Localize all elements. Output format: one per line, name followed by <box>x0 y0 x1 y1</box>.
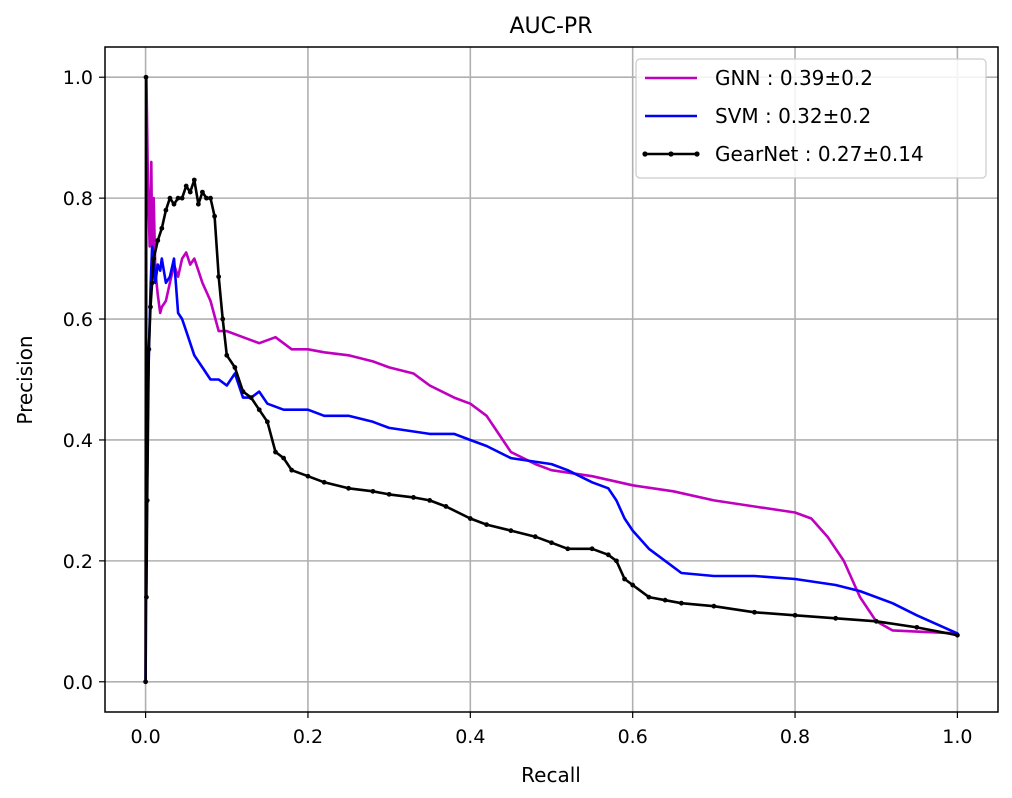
series-line-gnn <box>144 75 959 684</box>
data-point <box>873 618 879 624</box>
y-axis-label: Precision <box>13 335 37 424</box>
data-point <box>256 407 262 413</box>
x-tick-label: 0.6 <box>618 726 648 748</box>
data-point <box>204 195 209 201</box>
data-point <box>159 225 165 231</box>
data-point <box>143 679 148 685</box>
data-point <box>646 594 652 600</box>
data-point <box>175 195 181 201</box>
y-tick-label: 0.2 <box>63 551 93 573</box>
legend: GNN : 0.39±0.2 SVM : 0.32±0.2 GearNet : 0.… <box>635 58 987 179</box>
data-point <box>200 189 205 195</box>
data-point <box>321 479 327 485</box>
data-point <box>427 498 433 503</box>
data-point <box>565 546 571 552</box>
plot-frame <box>104 46 999 713</box>
data-point <box>248 395 254 401</box>
data-point <box>167 195 173 201</box>
data-point <box>264 419 270 425</box>
data-point <box>711 603 717 609</box>
x-tick-label: 0.8 <box>780 726 810 748</box>
data-point <box>187 189 193 195</box>
data-point <box>151 256 157 261</box>
legend-marker <box>668 151 674 157</box>
data-point <box>144 594 149 600</box>
data-point <box>622 576 627 582</box>
data-point <box>163 207 169 213</box>
data-point <box>191 177 197 183</box>
data-point <box>614 558 619 564</box>
x-tick-label: 0.0 <box>130 726 160 748</box>
series-lines <box>143 74 960 685</box>
data-point <box>386 491 392 497</box>
data-point <box>589 546 595 552</box>
data-point <box>148 304 153 310</box>
data-point <box>833 615 839 621</box>
data-point <box>220 316 226 322</box>
data-point <box>443 504 449 509</box>
data-point <box>216 274 222 280</box>
x-tick-label: 0.2 <box>293 726 323 748</box>
data-point <box>195 201 201 207</box>
legend-label-gnn: GNN : 0.39±0.2 <box>715 66 873 90</box>
data-point <box>605 552 611 558</box>
data-point <box>224 352 230 358</box>
legend-label-svm: SVM : 0.32±0.2 <box>715 104 871 128</box>
chart-title: AUC-PR <box>509 14 592 39</box>
data-point <box>346 485 351 491</box>
data-point <box>305 473 311 479</box>
data-point <box>149 280 155 286</box>
data-point <box>678 600 684 606</box>
series-markers-gearnet <box>143 74 960 685</box>
data-point <box>662 597 668 603</box>
data-point <box>914 624 920 630</box>
data-point <box>281 455 286 461</box>
x-axis-label: Recall <box>521 763 581 787</box>
data-point <box>484 522 489 527</box>
data-point <box>143 74 149 80</box>
data-point <box>212 213 217 219</box>
y-tick-label: 0.6 <box>63 309 93 331</box>
y-tick-label: 0.8 <box>63 188 93 210</box>
y-tick-label: 0.0 <box>63 672 93 694</box>
data-point <box>208 195 213 201</box>
data-point <box>411 494 416 500</box>
data-point <box>752 609 757 615</box>
legend-label-gearnet: GearNet : 0.27±0.14 <box>715 142 924 166</box>
data-point <box>549 540 554 546</box>
data-point <box>467 516 473 521</box>
data-point <box>183 183 189 189</box>
data-point <box>289 467 295 473</box>
y-tick-label: 0.4 <box>63 430 93 452</box>
data-point <box>955 632 960 638</box>
data-point <box>508 528 514 534</box>
data-point <box>146 346 152 352</box>
data-point <box>155 238 161 243</box>
data-point <box>630 582 636 588</box>
data-point <box>232 365 238 370</box>
data-point <box>532 534 538 540</box>
axis-ticks: 0.0 0.2 0.4 0.6 0.8 1.0 0.0 0.2 0.4 0.6 0.8 1.0 <box>63 67 973 748</box>
data-point <box>792 612 798 618</box>
legend-marker <box>642 151 648 157</box>
data-point <box>370 488 376 494</box>
y-tick-label: 1.0 <box>63 67 93 89</box>
series-line-svm <box>144 245 959 684</box>
legend-frame <box>635 58 987 179</box>
data-point <box>240 389 246 394</box>
legend-marker <box>694 151 700 157</box>
x-tick-label: 1.0 <box>942 726 972 748</box>
x-tick-label: 0.4 <box>455 726 485 748</box>
data-point <box>179 195 185 201</box>
data-point <box>171 201 177 207</box>
data-point <box>273 449 278 455</box>
data-point <box>144 498 150 503</box>
